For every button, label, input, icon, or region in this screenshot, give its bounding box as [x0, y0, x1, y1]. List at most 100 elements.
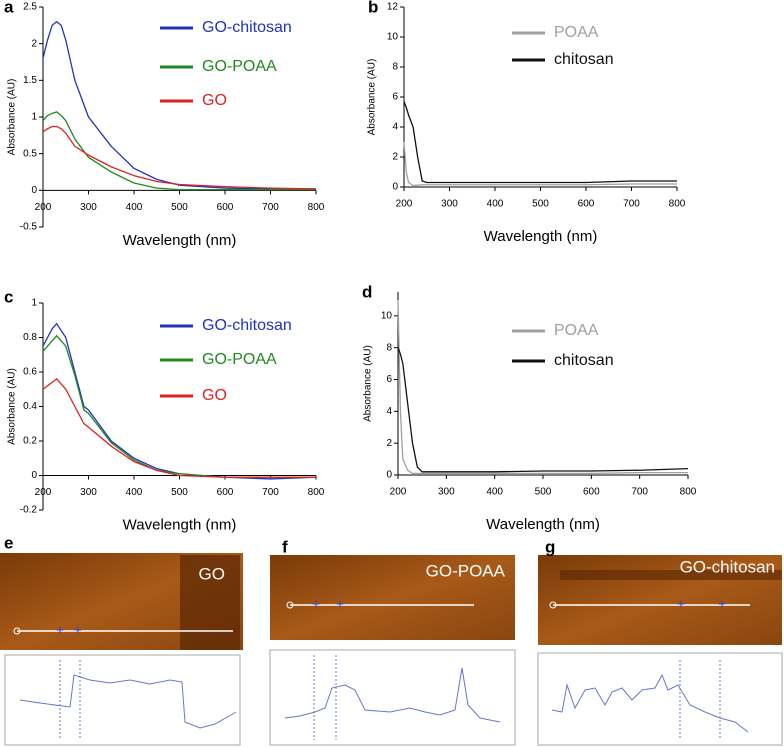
cursor: + — [312, 596, 320, 612]
y-tick-label: 4 — [392, 122, 398, 133]
series-line — [42, 378, 316, 478]
afm-panel: + + — [0, 553, 243, 746]
series-line — [42, 322, 317, 480]
scan-start — [549, 601, 557, 609]
x-tick-label: 500 — [535, 487, 552, 498]
y-tick-label: 6 — [386, 374, 392, 385]
y-tick-label: 0.5 — [23, 148, 37, 159]
x-axis-title: Wavelength (nm) — [123, 516, 237, 533]
x-tick-label: 600 — [583, 487, 600, 498]
y-tick-label: 0.6 — [23, 367, 37, 378]
y-tick-label: 8 — [392, 62, 398, 73]
x-tick-label: 500 — [171, 202, 188, 213]
afm-label: GO-chitosan — [680, 557, 775, 576]
y-tick-label: -0.5 — [20, 222, 38, 233]
profile-line — [551, 673, 749, 733]
x-tick-label: 800 — [308, 487, 325, 498]
panel-letter: c — [4, 287, 13, 306]
x-tick-label: 200 — [396, 199, 413, 210]
y-axis-title: Absorbance (AU) — [363, 345, 374, 422]
profile-line — [284, 667, 501, 723]
x-tick-label: 300 — [438, 487, 455, 498]
y-tick-label: 10 — [381, 311, 393, 322]
y-tick-label: 4 — [386, 406, 392, 417]
panel-letter: b — [368, 0, 378, 16]
profile-box — [4, 654, 241, 746]
y-tick-label: 2 — [386, 438, 392, 449]
legend-label: chitosan — [554, 352, 614, 369]
x-tick-label: 600 — [217, 487, 234, 498]
x-tick-label: 300 — [80, 202, 97, 213]
y-tick-label: -0.2 — [20, 505, 38, 516]
profile-box — [269, 649, 516, 746]
panel-letter: f — [282, 537, 288, 556]
series-line — [397, 347, 689, 473]
y-tick-label: 10 — [387, 32, 399, 43]
x-tick-label: 800 — [680, 487, 697, 498]
y-tick-label: 0 — [392, 182, 398, 193]
afm-label: GO — [199, 564, 225, 583]
series-line — [42, 111, 316, 191]
cursor: + — [677, 596, 685, 612]
y-axis-title: Absorbance (AU) — [367, 59, 378, 136]
x-axis-title: Wavelength (nm) — [123, 232, 237, 249]
afm-panel: + + — [269, 555, 516, 746]
x-tick-label: 600 — [217, 202, 234, 213]
legend-label: POAA — [554, 322, 599, 339]
y-tick-label: 1 — [31, 112, 37, 123]
series-line — [403, 141, 677, 187]
x-tick-label: 400 — [126, 202, 143, 213]
y-tick-label: 6 — [392, 92, 398, 103]
cursor: + — [336, 596, 344, 612]
scan-start — [286, 601, 294, 609]
x-tick-label: 700 — [631, 487, 648, 498]
cursor: + — [74, 622, 82, 638]
afm-panel: + + — [537, 555, 783, 746]
y-axis-title: Absorbance (AU) — [7, 79, 18, 156]
x-tick-label: 800 — [308, 202, 325, 213]
series-line — [397, 299, 688, 475]
y-tick-label: 0.2 — [23, 436, 37, 447]
y-tick-label: 0 — [31, 185, 37, 196]
x-tick-label: 500 — [171, 487, 188, 498]
afm-shade — [180, 555, 240, 650]
afm-image — [270, 555, 515, 640]
series-line — [403, 101, 677, 184]
y-axis-title: Absorbance (AU) — [7, 368, 18, 445]
legend-label: chitosan — [554, 51, 614, 68]
afm-label: GO-POAA — [426, 561, 506, 580]
profile-box — [537, 652, 783, 746]
x-tick-label: 400 — [486, 487, 503, 498]
y-tick-label: 2.5 — [23, 2, 37, 13]
scan-start — [13, 627, 21, 635]
x-tick-label: 700 — [262, 487, 279, 498]
y-tick-label: 2 — [31, 38, 37, 49]
x-tick-label: 200 — [35, 487, 52, 498]
x-tick-label: 700 — [262, 202, 279, 213]
afm-shade — [560, 570, 782, 580]
legend-label: GO-POAA — [202, 351, 277, 368]
y-tick-label: 0 — [31, 470, 37, 481]
panel-letter: a — [4, 0, 14, 16]
y-tick-label: 2 — [392, 152, 398, 163]
panel-letter: g — [545, 537, 555, 556]
legend-label: GO — [202, 387, 227, 404]
x-tick-label: 200 — [390, 487, 407, 498]
x-tick-label: 500 — [532, 199, 549, 210]
legend-label: GO-POAA — [202, 58, 277, 75]
cursor: + — [718, 596, 726, 612]
x-axis-title: Wavelength (nm) — [484, 228, 598, 245]
y-tick-label: 1 — [31, 298, 37, 309]
x-tick-label: 600 — [578, 199, 595, 210]
y-tick-label: 1.5 — [23, 75, 37, 86]
y-tick-label: 8 — [386, 342, 392, 353]
legend-label: GO-chitosan — [202, 19, 292, 36]
x-tick-label: 300 — [80, 487, 97, 498]
y-tick-label: 0.8 — [23, 332, 37, 343]
cursor: + — [56, 622, 64, 638]
x-tick-label: 300 — [441, 199, 458, 210]
x-tick-label: 400 — [487, 199, 504, 210]
series-line — [42, 125, 317, 190]
y-tick-label: 12 — [387, 2, 399, 13]
